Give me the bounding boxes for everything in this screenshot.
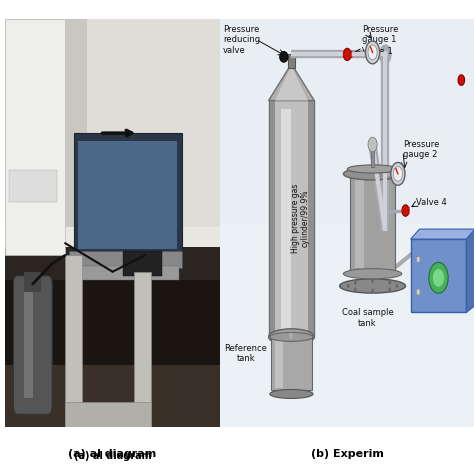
Ellipse shape — [339, 279, 406, 293]
Ellipse shape — [270, 332, 313, 341]
Bar — [5, 19, 220, 243]
Ellipse shape — [347, 165, 398, 173]
Text: (a) al diagram: (a) al diagram — [68, 449, 157, 459]
Bar — [74, 133, 182, 255]
Bar — [72, 265, 180, 280]
Bar — [275, 341, 283, 388]
Circle shape — [416, 289, 420, 295]
Text: High pressure gas
cylinder/99.9%: High pressure gas cylinder/99.9% — [291, 184, 310, 254]
Bar — [5, 19, 87, 231]
Bar — [350, 174, 395, 272]
Text: Reference
tank: Reference tank — [224, 344, 267, 363]
Circle shape — [343, 48, 351, 61]
Bar — [288, 54, 295, 68]
Polygon shape — [275, 66, 308, 100]
Bar — [65, 402, 151, 427]
Text: Pressure
gauge 2: Pressure gauge 2 — [403, 140, 439, 159]
Circle shape — [396, 284, 398, 288]
Text: (b) Experim: (b) Experim — [311, 449, 383, 459]
Ellipse shape — [269, 329, 314, 345]
Circle shape — [458, 75, 465, 85]
Circle shape — [354, 287, 356, 292]
FancyBboxPatch shape — [13, 276, 52, 414]
Polygon shape — [466, 229, 474, 312]
Circle shape — [416, 256, 420, 263]
Bar — [5, 227, 220, 255]
Text: Coal sample
tank: Coal sample tank — [342, 309, 393, 328]
Ellipse shape — [379, 44, 392, 64]
Circle shape — [365, 41, 380, 64]
Bar — [5, 365, 220, 427]
Bar — [410, 239, 466, 312]
Circle shape — [371, 279, 374, 283]
Ellipse shape — [343, 269, 402, 279]
Bar — [78, 141, 177, 249]
Bar — [5, 247, 220, 284]
Text: Valve 1: Valve 1 — [363, 47, 393, 56]
Polygon shape — [410, 229, 474, 239]
Text: Valve 4: Valve 4 — [416, 198, 447, 207]
Bar — [69, 251, 182, 268]
Ellipse shape — [280, 52, 288, 62]
Ellipse shape — [343, 168, 402, 180]
Circle shape — [389, 287, 391, 292]
Circle shape — [433, 269, 444, 287]
Circle shape — [354, 281, 356, 284]
Bar — [371, 146, 374, 166]
Bar — [24, 272, 41, 292]
Text: (a) al diagram: (a) al diagram — [74, 451, 151, 461]
Circle shape — [347, 284, 349, 288]
Circle shape — [429, 262, 448, 293]
Bar — [355, 178, 364, 268]
Ellipse shape — [270, 390, 313, 399]
Bar — [220, 223, 474, 427]
Bar — [24, 292, 33, 398]
Circle shape — [368, 45, 377, 60]
Polygon shape — [269, 64, 314, 100]
Bar — [281, 109, 292, 329]
Bar — [65, 255, 82, 427]
Circle shape — [393, 166, 402, 181]
Bar — [134, 272, 151, 427]
Bar — [269, 100, 275, 337]
Text: Pressure
reducing
valve: Pressure reducing valve — [223, 25, 260, 55]
Circle shape — [391, 163, 405, 185]
Bar — [269, 100, 314, 337]
Circle shape — [368, 137, 377, 152]
Circle shape — [402, 205, 409, 216]
Bar — [123, 251, 162, 276]
Bar — [9, 170, 56, 202]
Bar — [87, 19, 220, 231]
Circle shape — [389, 281, 391, 284]
Ellipse shape — [383, 50, 388, 58]
Bar — [5, 19, 65, 255]
Bar — [308, 100, 314, 337]
Circle shape — [371, 289, 374, 293]
Bar — [5, 280, 220, 427]
Text: Pressure
gauge 1: Pressure gauge 1 — [363, 25, 399, 45]
Bar — [275, 100, 308, 337]
Bar — [271, 337, 312, 390]
